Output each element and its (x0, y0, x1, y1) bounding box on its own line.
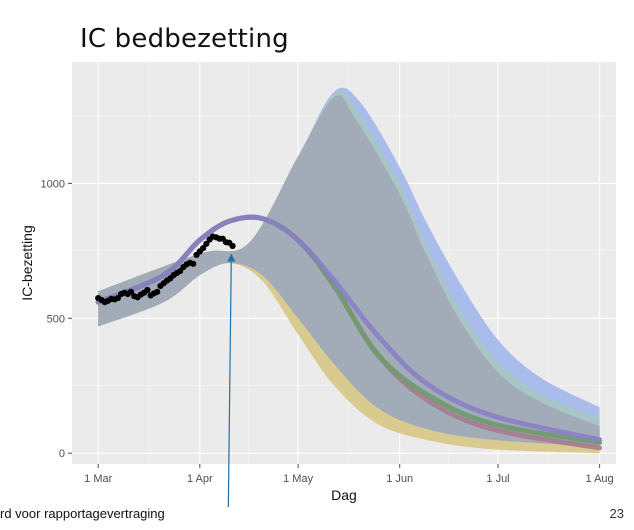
y-axis-ticks: 0 500 1000 (41, 178, 72, 460)
x-tick-label: 1 Apr (187, 473, 213, 485)
observed-point (229, 242, 236, 250)
page-number: 23 (609, 506, 624, 521)
footnote: rd voor rapportagevertraging (0, 506, 165, 521)
x-tick-label: 1 Aug (586, 473, 614, 485)
x-axis-title: Dag (331, 487, 357, 503)
y-tick-label: 500 (47, 313, 65, 325)
arrow-shaft (227, 259, 232, 508)
scenario-lines (95, 214, 603, 451)
x-axis-ticks: 1 Mar 1 Apr 1 May 1 Jun 1 Jul 1 Aug (84, 464, 614, 485)
arrow-head (227, 253, 236, 262)
x-tick-label: 1 Jul (486, 473, 509, 485)
observed-point (199, 245, 207, 252)
x-tick-label: 1 Mar (84, 473, 112, 485)
band-common (98, 94, 600, 447)
series-line-purple (95, 214, 603, 443)
y-axis-title: IC-bezetting (19, 225, 35, 300)
y-tick-label: 1000 (41, 178, 65, 190)
x-tick-label: 1 May (283, 473, 313, 485)
observed-point (144, 286, 151, 294)
observed-points (95, 233, 236, 306)
scenario-bands (98, 87, 600, 454)
x-tick-label: 1 Jun (386, 473, 413, 485)
observed-point (154, 288, 161, 295)
observed-point (127, 288, 135, 295)
slide-title: IC bedbezetting (80, 24, 289, 54)
annotation-arrow (227, 253, 236, 508)
observed-point (190, 260, 197, 267)
y-tick-label: 0 (59, 448, 65, 460)
observed-point (203, 240, 210, 247)
